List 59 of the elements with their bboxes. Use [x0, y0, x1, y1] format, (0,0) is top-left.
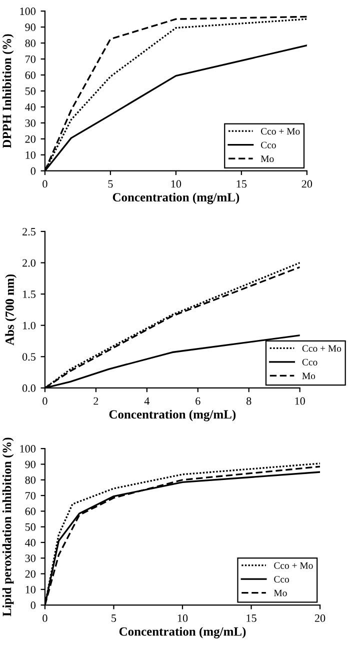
y-tick-label: 30 — [25, 554, 36, 562]
y-axis-title: DPPH Inhibition (%) — [2, 34, 14, 148]
y-tick-label: 1.0 — [23, 322, 36, 330]
y-tick-label: 90 — [25, 460, 36, 468]
y-tick-label: 1.5 — [23, 290, 36, 298]
x-tick-label: 0 — [42, 397, 48, 405]
y-tick-label: 0 — [30, 167, 36, 175]
x-tick-label: 20 — [314, 614, 326, 622]
x-tick-label: 4 — [144, 397, 150, 405]
y-tick-label: 80 — [25, 476, 36, 484]
y-tick-label: 2.0 — [22, 259, 36, 267]
y-tick-label: 40 — [25, 538, 36, 546]
x-tick-label: 0 — [42, 614, 48, 622]
x-tick-label: 8 — [246, 397, 252, 405]
y-tick-label: 100 — [20, 445, 36, 453]
y-tick-label: 10 — [26, 586, 36, 594]
x-tick-label: 2 — [94, 397, 98, 405]
y-tick-label: 80 — [25, 40, 36, 47]
y-tick-label: 2.5 — [22, 228, 36, 236]
legend-label: Cco — [302, 358, 318, 366]
legend-label: Mo — [260, 156, 274, 162]
y-axis-title: Abs (700 nm) — [5, 274, 16, 346]
y-tick-label: 90 — [25, 24, 36, 32]
y-tick-label: 0 — [30, 602, 36, 610]
x-axis-title: Concentration (mg/mL) — [112, 192, 240, 204]
y-tick-label: 20 — [25, 570, 36, 578]
x-tick-label: 15 — [246, 614, 256, 622]
legend-label: Cco + Mo — [274, 562, 313, 569]
y-tick-label: 50 — [25, 87, 36, 95]
y-tick-label: 70 — [26, 55, 36, 63]
legend-label: Cco + Mo — [302, 345, 342, 352]
y-tick-label: 0.5 — [22, 353, 36, 361]
legend-label: Cco — [274, 576, 289, 583]
y-tick-label: 10 — [26, 151, 36, 159]
y-tick-label: 20 — [25, 135, 36, 143]
x-tick-label: 0 — [42, 180, 48, 188]
x-tick-label: 15 — [236, 180, 247, 188]
y-tick-label: 60 — [25, 71, 36, 79]
y-tick-label: 30 — [25, 119, 36, 127]
legend-label: Cco + Mo — [261, 128, 300, 135]
x-tick-label: 10 — [295, 397, 305, 405]
x-tick-label: 5 — [112, 614, 116, 622]
x-tick-label: 10 — [178, 614, 188, 622]
x-axis-title: Concentration (mg/mL) — [119, 626, 246, 638]
x-tick-label: 6 — [196, 397, 200, 405]
x-tick-label: 10 — [171, 180, 182, 188]
y-tick-label: 0.0 — [22, 384, 36, 392]
x-tick-label: 20 — [302, 180, 312, 188]
y-tick-label: 40 — [25, 103, 36, 111]
y-tick-label: 60 — [25, 508, 36, 516]
legend-label: Mo — [274, 590, 287, 596]
y-tick-label: 70 — [26, 492, 36, 500]
y-axis-title: Lipid peroxidation inhibition (%) — [2, 438, 14, 616]
y-tick-label: 100 — [20, 8, 36, 16]
legend-label: Mo — [302, 372, 316, 380]
legend-label: Cco — [261, 142, 276, 148]
x-axis-title: Concentration (mg/mL) — [109, 410, 236, 422]
x-tick-label: 5 — [108, 180, 113, 188]
y-tick-label: 50 — [25, 523, 36, 531]
